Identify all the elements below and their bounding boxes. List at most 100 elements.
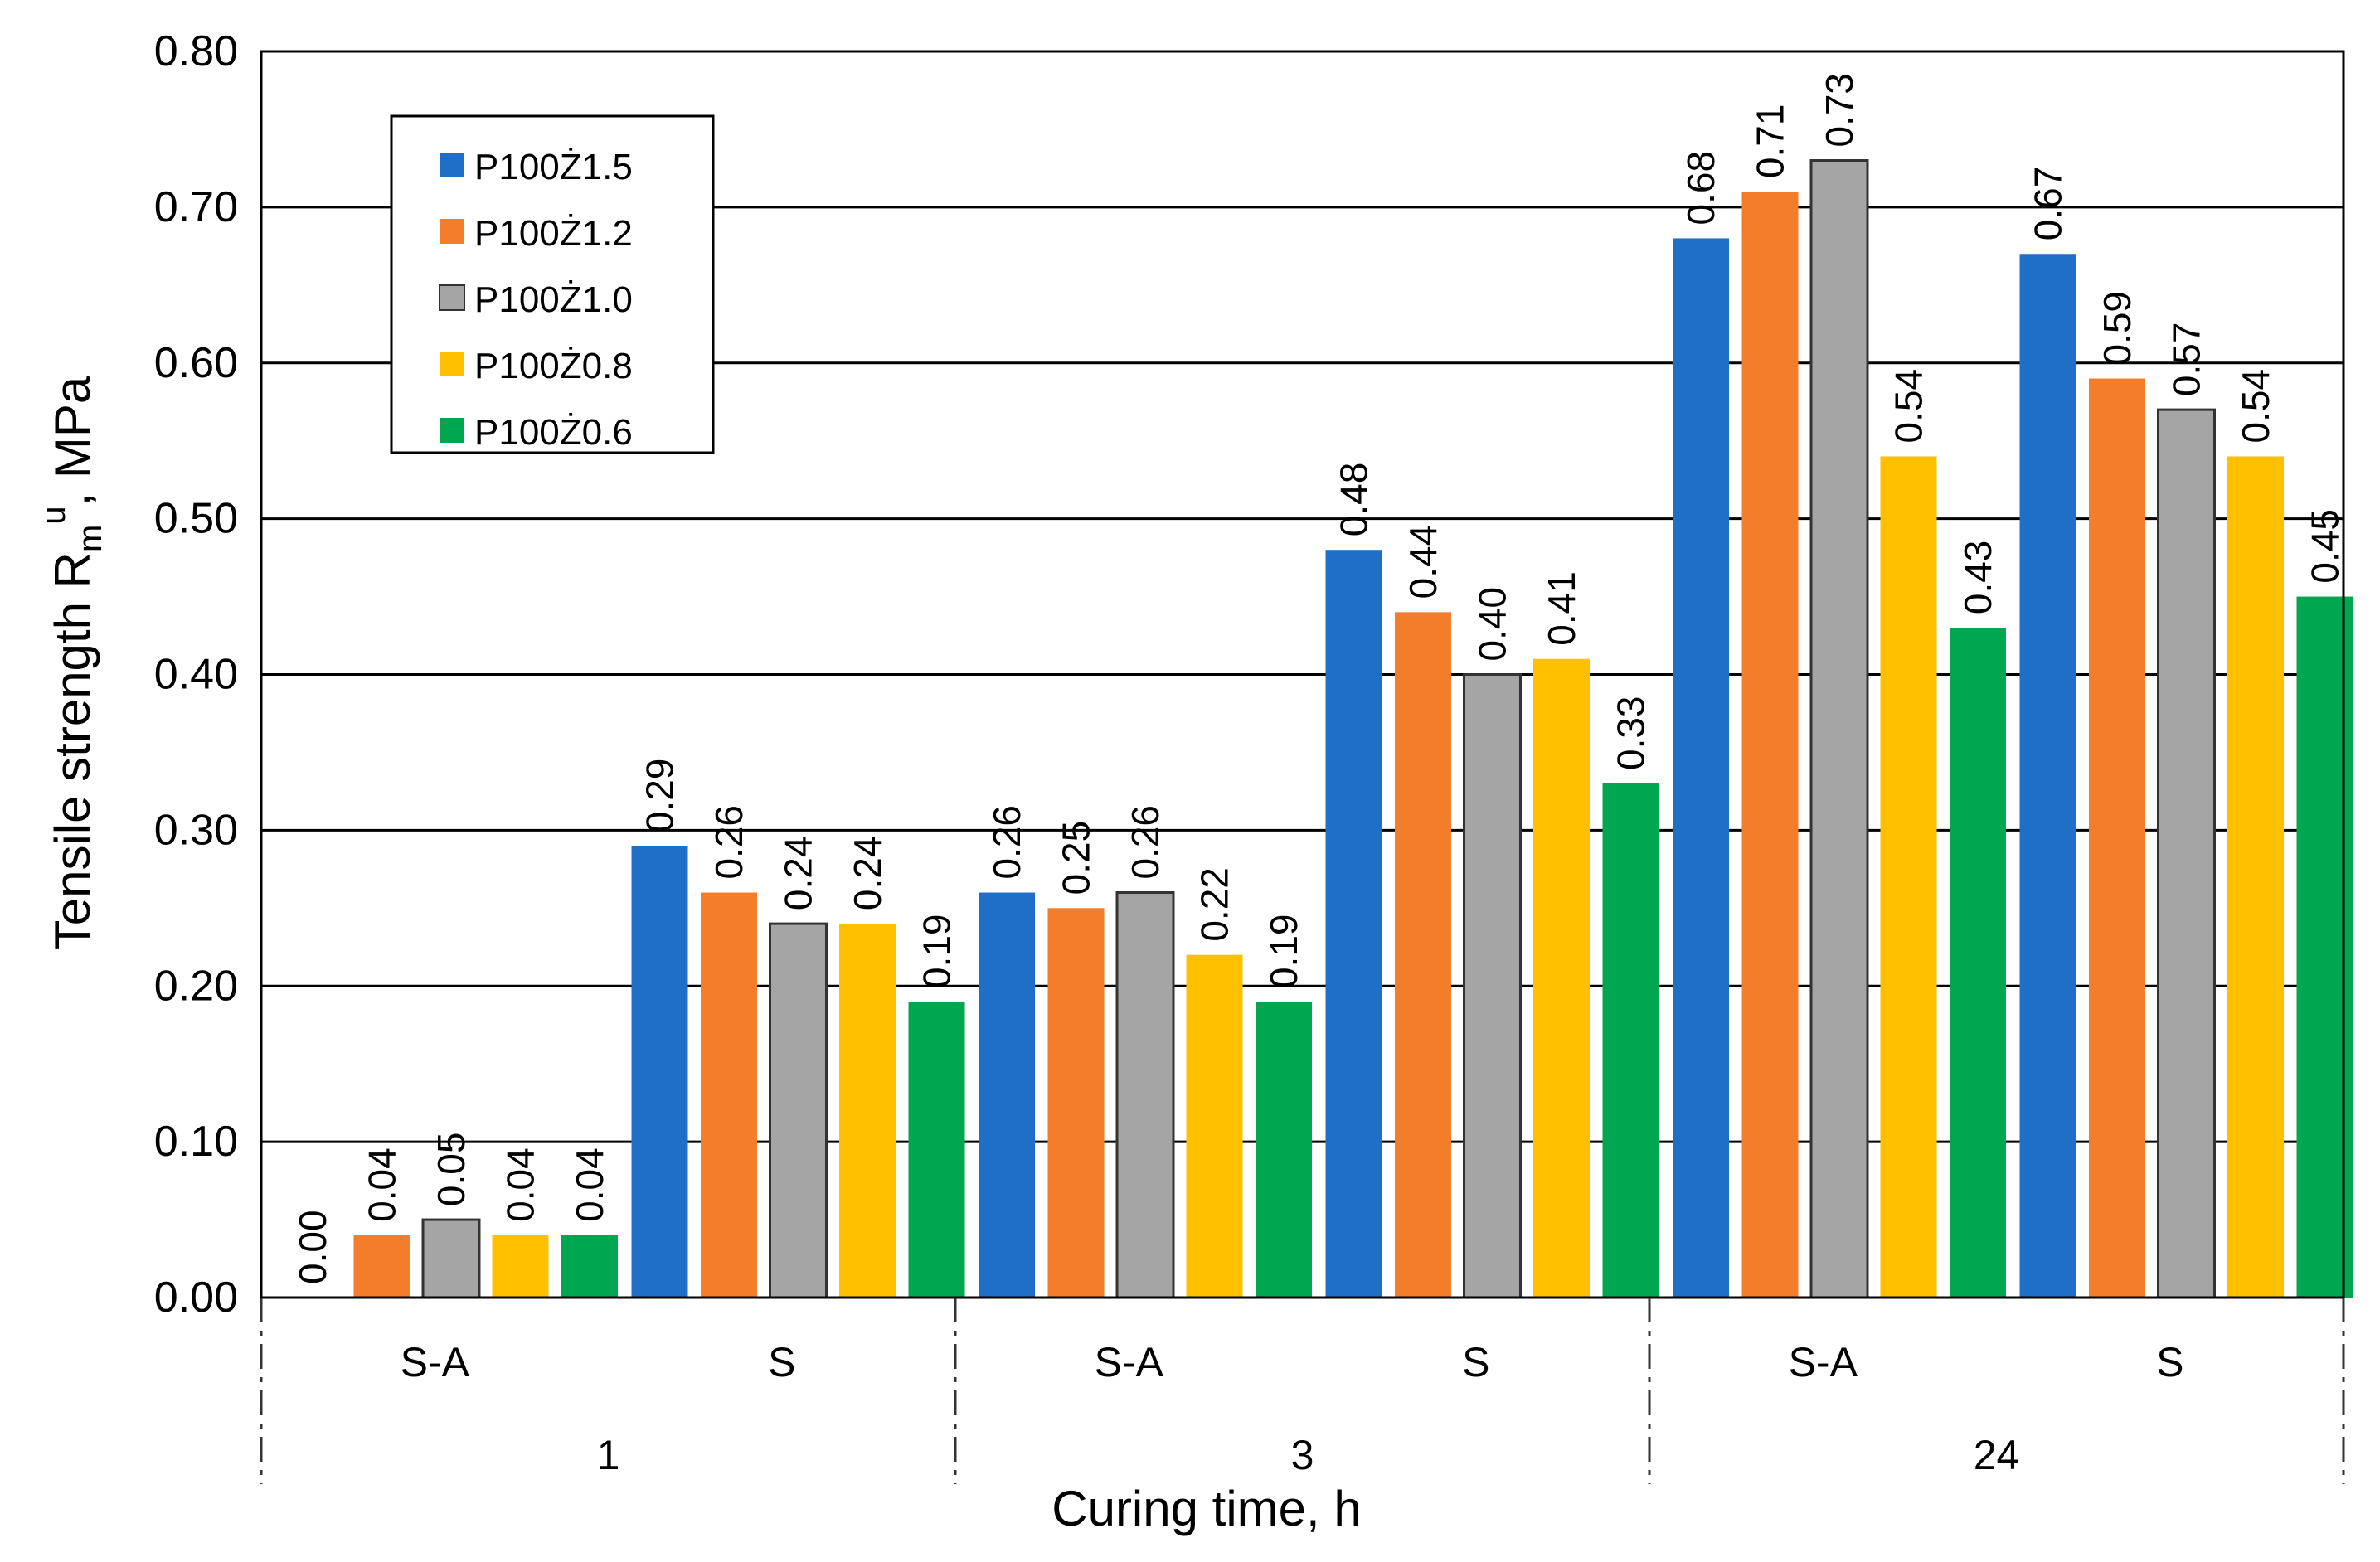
category-label: S-A [1789,1339,1858,1385]
bar [561,1235,618,1298]
bar [1463,673,1522,1299]
data-label: 0.24 [846,837,889,911]
category-label: S-A [1095,1339,1164,1385]
data-label: 0.71 [1749,104,1792,179]
data-label: 0.24 [777,837,820,911]
bar [979,892,1035,1298]
data-label: 0.22 [1193,867,1236,942]
bar [2227,456,2284,1298]
y-axis-title-sub: m [72,525,109,552]
bar [353,1235,410,1298]
data-label: 0.67 [2027,167,2070,241]
data-label: 0.59 [2096,291,2139,366]
legend-label: P100Ż1.2 [474,213,633,254]
bar [1325,550,1382,1298]
y-tick-label: 0.40 [154,651,238,699]
data-label: 0.26 [985,805,1028,880]
data-label: 0.54 [2234,369,2277,444]
axes [260,50,2345,1484]
bars [353,159,2353,1299]
bar [1741,192,1799,1298]
plot-frame [260,50,2345,1299]
category-label: S-A [401,1339,470,1385]
data-label: 0.25 [1055,821,1098,895]
bar [421,1218,481,1299]
bar [631,846,688,1298]
bar [908,1002,965,1298]
data-label: 0.33 [1610,696,1653,770]
y-axis-title: Tensile strength Rmu, MPa [36,376,109,950]
bar [1950,628,2006,1298]
data-label: 0.43 [1956,541,1999,615]
y-tick-label: 0.50 [154,495,238,543]
data-label: 0.26 [1124,805,1167,880]
category-label: S [1462,1339,1489,1385]
legend-swatch [440,219,464,244]
bar [2019,254,2076,1298]
bar [2089,378,2145,1298]
legend-swatch [440,153,464,177]
legend-label: P100Ż0.8 [474,346,633,386]
data-label: 0.45 [2304,509,2347,584]
bar [701,892,757,1298]
data-label: 0.04 [361,1147,404,1222]
y-tick-label: 0.20 [154,962,238,1010]
data-label: 0.54 [1887,369,1931,444]
bar [1533,658,1590,1298]
bar [1602,783,1659,1298]
legend-label: P100Ż0.6 [474,412,633,453]
group-label: 1 [597,1432,620,1478]
data-label: 0.04 [568,1147,611,1222]
data-label: 0.29 [639,759,682,833]
category-label: S [768,1339,795,1385]
bar [1673,238,1729,1298]
legend: P100Ż1.5 P100Ż1.2 P100Ż1.0 P100Ż0.8 P100Ż0.6 [390,114,715,454]
legend-swatch [440,418,464,443]
data-labels: 0.00 0.29 0.26 0.48 0.68 0.67 0.04 0.26 0.25 0.44… [291,73,2347,1284]
legend-label: P100Ż1.5 [474,147,633,187]
data-label: 0.04 [499,1147,542,1222]
y-tick-labels: 0.00 0.10 0.20 0.30 0.40 0.50 0.60 0.70 0.80 [154,27,238,1322]
data-label: 0.68 [1679,151,1722,226]
x-category-labels: S-A S S-A S S-A S 1 3 24 [401,1339,2184,1478]
y-tick-label: 0.30 [154,806,238,854]
group-label: 3 [1291,1432,1314,1478]
data-label: 0.44 [1401,525,1445,599]
data-label: 0.05 [430,1133,473,1207]
data-label: 0.26 [707,805,750,880]
bar [1256,1002,1312,1298]
bar [1809,159,1869,1299]
legend-swatch [439,284,465,311]
y-tick-label: 0.60 [154,339,238,387]
y-axis-title-main: Tensile strength R [45,552,100,950]
bar [1880,456,1937,1298]
y-tick-label: 0.80 [154,27,238,75]
legend-label: P100Ż1.0 [474,279,633,320]
data-label: 0.57 [2165,323,2208,397]
data-label: 0.19 [916,914,959,989]
data-label: 0.48 [1333,463,1376,537]
bar [1047,908,1105,1298]
y-tick-label: 0.70 [154,183,238,231]
category-label: S [2156,1339,2183,1385]
bar [1186,954,1243,1298]
y-axis-title-sup: u [36,506,72,524]
legend-swatch [440,352,464,376]
data-label: 0.40 [1471,587,1514,662]
y-tick-label: 0.10 [154,1118,238,1166]
x-axis-title: Curing time, h [1052,1481,1361,1536]
bar [1395,612,1451,1298]
data-label: 0.41 [1540,571,1583,646]
data-label: 0.73 [1818,73,1861,148]
y-axis-title-tail: , MPa [45,376,100,506]
bar [769,922,828,1299]
bar [1115,891,1175,1299]
y-tick-label: 0.00 [154,1273,238,1322]
group-label: 24 [1974,1432,2020,1478]
data-label: 0.19 [1262,914,1305,989]
bar [2157,408,2216,1299]
data-label: 0.00 [291,1210,334,1284]
bar [492,1235,549,1298]
bar [839,924,896,1298]
